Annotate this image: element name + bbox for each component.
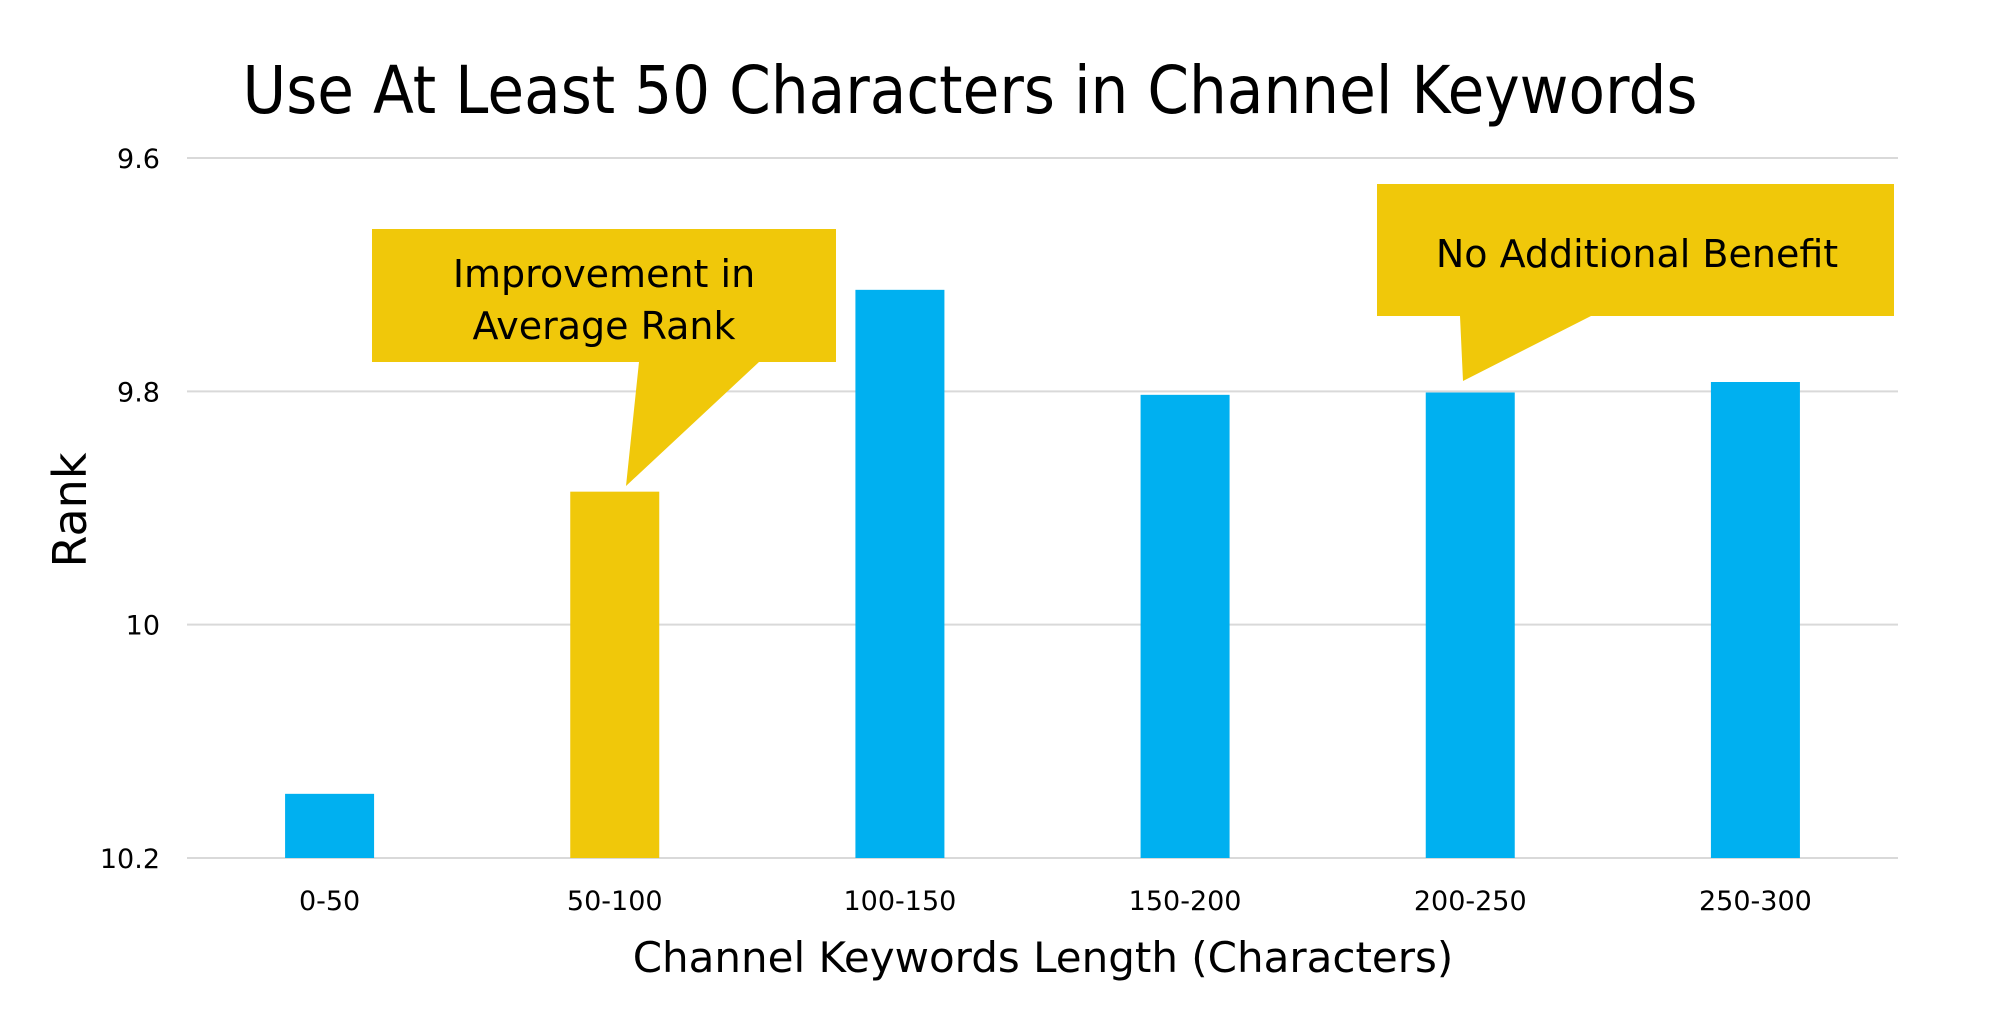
bar-0-50	[285, 793, 375, 858]
x-tick-label: 250-300	[1699, 886, 1812, 917]
bar-150-200	[1140, 394, 1230, 858]
y-tick-label: 9.6	[117, 144, 160, 175]
bar-100-150	[855, 289, 945, 858]
y-tick-label: 9.8	[117, 377, 160, 408]
chart-title: Use At Least 50 Characters in Channel Ke…	[243, 52, 1698, 129]
x-axis-label: Channel Keywords Length (Characters)	[633, 933, 1454, 982]
callout-no-benefit-text: No Additional Benefit	[1436, 232, 1838, 276]
bars	[285, 289, 1800, 858]
bar-250-300	[1710, 382, 1800, 858]
y-tick-label: 10.2	[100, 844, 160, 875]
x-tick-label: 100-150	[844, 886, 957, 917]
y-tick-label: 10	[126, 611, 160, 642]
x-tick-label: 0-50	[299, 886, 360, 917]
callout-improvement: Improvement in Average Rank	[372, 229, 836, 486]
x-tick-labels: 0-50 50-100 100-150 150-200 200-250 250-300	[299, 886, 1812, 917]
x-tick-label: 200-250	[1414, 886, 1527, 917]
y-axis-label: Rank	[43, 452, 97, 567]
y-tick-labels: 9.6 9.8 10 10.2	[100, 144, 160, 875]
callout-improvement-line-1: Improvement in	[453, 252, 755, 296]
x-tick-label: 50-100	[567, 886, 663, 917]
bar-200-250	[1425, 392, 1515, 858]
x-tick-label: 150-200	[1129, 886, 1242, 917]
bar-50-100	[570, 491, 660, 858]
callout-no-benefit: No Additional Benefit	[1377, 184, 1894, 381]
callout-improvement-shape	[372, 229, 836, 486]
gridlines	[187, 157, 1898, 859]
callout-no-benefit-shape	[1377, 184, 1894, 381]
callout-improvement-line-2: Average Rank	[472, 304, 735, 348]
